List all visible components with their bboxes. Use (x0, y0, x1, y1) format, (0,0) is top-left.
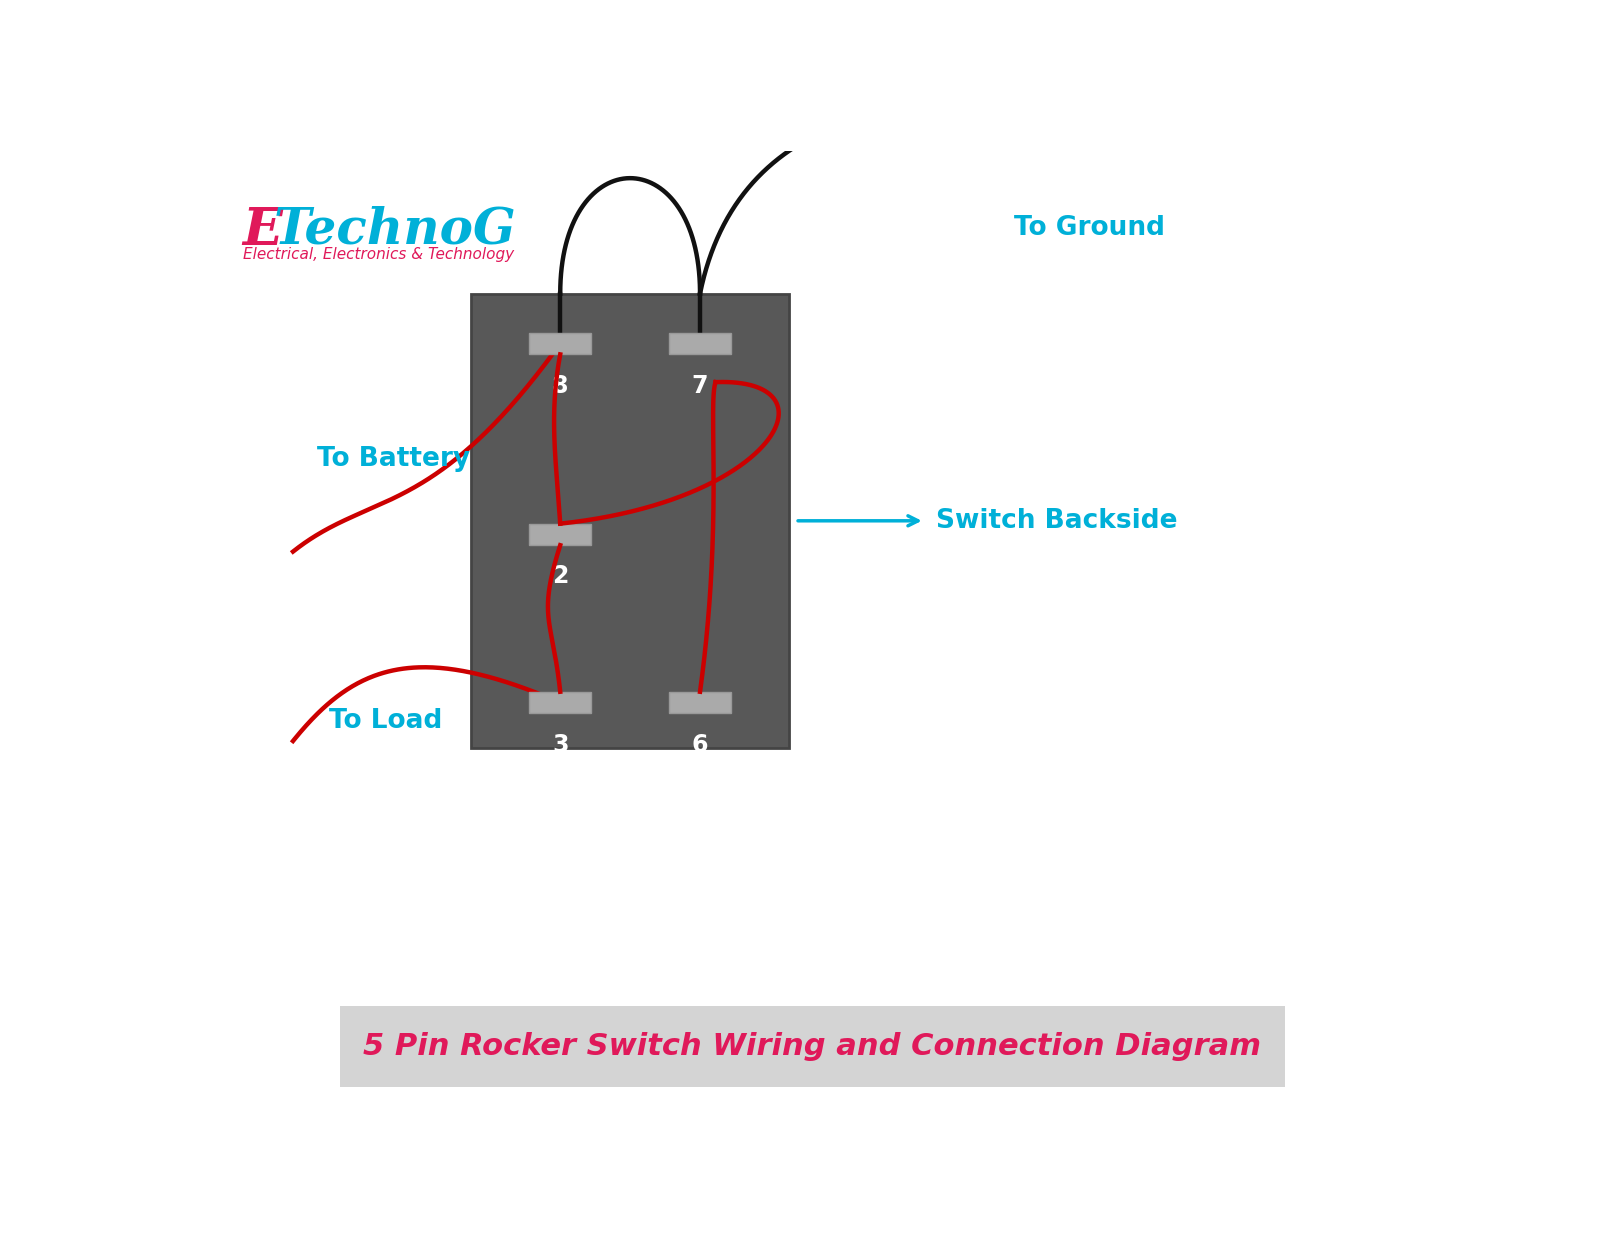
Text: 8: 8 (552, 374, 568, 398)
Text: 3: 3 (552, 732, 568, 756)
Text: Electrical, Electronics & Technology: Electrical, Electronics & Technology (243, 247, 514, 262)
Text: TechnoG: TechnoG (274, 205, 517, 255)
Text: E: E (243, 205, 283, 256)
Text: 2: 2 (552, 564, 568, 588)
Bar (530, 333, 592, 354)
Text: To Battery: To Battery (317, 446, 470, 472)
Text: 6: 6 (691, 732, 709, 756)
Bar (669, 333, 731, 354)
Text: 7: 7 (691, 374, 709, 398)
Bar (530, 524, 592, 546)
Text: 5 Pin Rocker Switch Wiring and Connection Diagram: 5 Pin Rocker Switch Wiring and Connectio… (363, 1032, 1261, 1061)
Text: To Load: To Load (330, 708, 443, 735)
Text: Switch Backside: Switch Backside (936, 508, 1178, 534)
Bar (669, 692, 731, 713)
Bar (472, 294, 789, 748)
Text: To Ground: To Ground (1014, 215, 1165, 241)
Bar (339, 1005, 1285, 1086)
Bar (530, 692, 592, 713)
